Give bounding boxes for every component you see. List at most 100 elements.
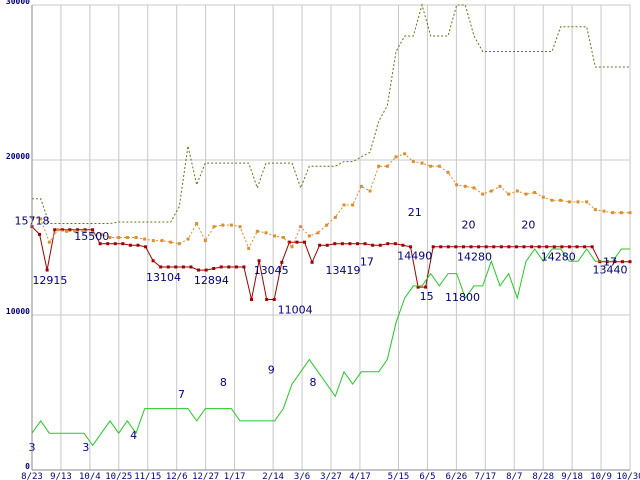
series-point-0 xyxy=(628,260,632,264)
series-point-0 xyxy=(537,245,541,249)
series-point-1 xyxy=(524,192,528,196)
series-point-1 xyxy=(255,229,259,233)
series-point-0 xyxy=(371,243,375,247)
series-point-1 xyxy=(325,223,329,227)
x-tick-label: 3/27 xyxy=(320,472,342,480)
series-point-0 xyxy=(325,243,329,247)
series-point-0 xyxy=(499,245,503,249)
x-tick-label: 10/30 xyxy=(616,472,640,480)
series-point-0 xyxy=(98,242,102,246)
x-tick-label: 10/25 xyxy=(105,472,132,480)
x-tick-label: 10/4 xyxy=(79,472,101,480)
series-point-0 xyxy=(401,243,405,247)
data-label: 13104 xyxy=(146,271,181,284)
series-point-0 xyxy=(477,245,481,249)
series-point-0 xyxy=(204,268,208,272)
series-point-1 xyxy=(273,234,277,238)
series-point-1 xyxy=(498,184,502,188)
series-point-1 xyxy=(316,231,320,235)
series-point-0 xyxy=(197,268,201,272)
series-point-1 xyxy=(247,246,251,250)
x-tick-label: 12/6 xyxy=(166,472,188,480)
x-tick-label: 2/14 xyxy=(262,472,284,480)
x-tick-label: 1/17 xyxy=(224,472,246,480)
series-point-0 xyxy=(166,265,170,269)
series-line-3 xyxy=(31,248,630,447)
series-point-1 xyxy=(611,211,615,215)
series-point-0 xyxy=(151,259,155,263)
series-point-1 xyxy=(437,164,441,168)
series-point-1 xyxy=(533,191,537,195)
series-point-1 xyxy=(472,186,476,190)
series-point-1 xyxy=(619,211,623,215)
series-point-0 xyxy=(590,245,594,249)
series-point-0 xyxy=(340,242,344,246)
series-point-0 xyxy=(567,245,571,249)
series-point-0 xyxy=(514,245,518,249)
series-point-1 xyxy=(160,239,164,243)
series-point-0 xyxy=(560,245,564,249)
series-point-0 xyxy=(552,245,556,249)
x-tick-label: 8/23 xyxy=(21,472,43,480)
x-tick-label: 4/17 xyxy=(349,472,371,480)
x-tick-label: 8/7 xyxy=(506,472,522,480)
series-point-0 xyxy=(212,267,216,270)
series-point-1 xyxy=(39,217,43,221)
data-label: 4 xyxy=(130,429,137,442)
series-point-1 xyxy=(368,189,372,193)
x-tick-label: 9/18 xyxy=(561,472,583,480)
series-point-0 xyxy=(507,245,511,249)
series-point-1 xyxy=(221,223,225,227)
series-point-0 xyxy=(333,242,337,246)
series-point-0 xyxy=(469,245,473,249)
series-point-0 xyxy=(136,243,140,247)
x-tick-label: 5/15 xyxy=(388,472,410,480)
series-point-1 xyxy=(559,198,563,202)
series-point-0 xyxy=(530,245,534,249)
data-label: 12894 xyxy=(194,274,229,287)
x-tick-label: 8/28 xyxy=(532,472,554,480)
series-point-0 xyxy=(408,245,412,249)
series-point-0 xyxy=(113,242,117,246)
x-tick-label: 6/26 xyxy=(446,472,468,480)
data-label: 14280 xyxy=(541,251,576,264)
series-point-1 xyxy=(307,234,311,238)
series-point-1 xyxy=(455,183,459,187)
series-point-0 xyxy=(318,243,322,247)
data-label: 21 xyxy=(408,206,422,219)
series-point-1 xyxy=(108,236,112,239)
series-point-0 xyxy=(583,245,587,249)
series-point-1 xyxy=(489,189,493,193)
data-label: 17 xyxy=(360,255,374,268)
series-point-1 xyxy=(342,203,346,207)
series-point-1 xyxy=(481,192,485,196)
series-point-0 xyxy=(439,245,443,249)
series-point-0 xyxy=(310,260,314,264)
series-point-0 xyxy=(363,242,367,246)
series-point-0 xyxy=(242,265,246,269)
data-label: 13440 xyxy=(593,264,628,277)
series-layer xyxy=(30,3,632,447)
series-point-1 xyxy=(290,245,294,249)
data-label: 3 xyxy=(82,441,89,454)
series-point-1 xyxy=(177,242,181,246)
series-point-0 xyxy=(83,228,87,232)
series-point-1 xyxy=(377,164,381,168)
series-point-1 xyxy=(351,203,355,207)
series-point-0 xyxy=(416,285,420,289)
series-point-1 xyxy=(264,231,268,235)
series-point-0 xyxy=(484,245,488,249)
x-tick-label: 10/9 xyxy=(590,472,612,480)
series-point-0 xyxy=(121,242,125,246)
series-point-0 xyxy=(227,265,231,269)
series-point-0 xyxy=(128,243,132,247)
series-point-0 xyxy=(219,265,223,269)
x-tick-label: 11/15 xyxy=(134,472,161,480)
series-point-1 xyxy=(65,229,69,233)
series-point-1 xyxy=(385,164,389,168)
series-point-1 xyxy=(446,170,450,174)
series-point-0 xyxy=(446,245,450,249)
y-tick-label: 0 xyxy=(25,462,30,471)
